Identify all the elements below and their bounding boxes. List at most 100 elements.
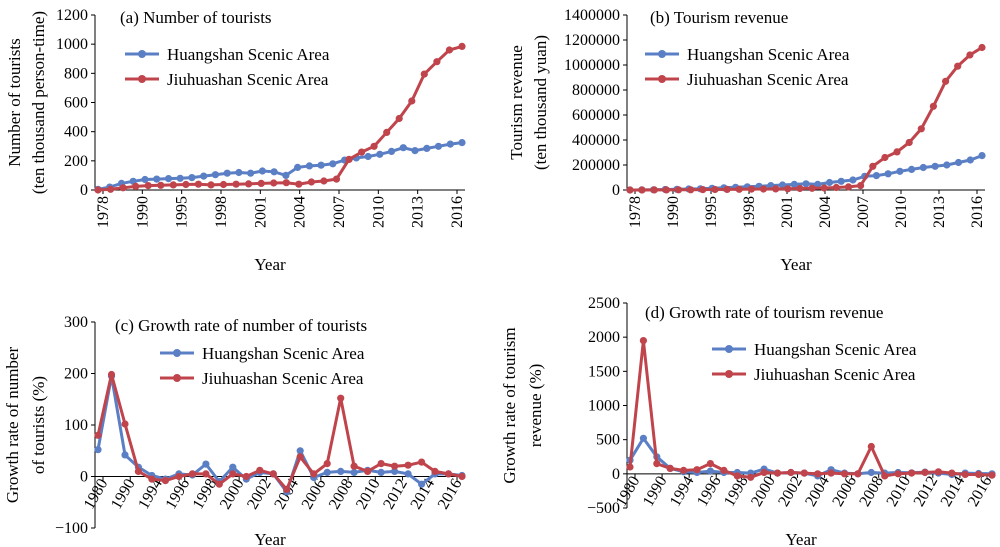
- data-point: [144, 182, 152, 190]
- data-point: [345, 155, 353, 163]
- data-point: [840, 470, 849, 478]
- data-point: [966, 156, 974, 164]
- data-point: [296, 453, 304, 461]
- data-point: [837, 177, 845, 185]
- data-point: [961, 470, 969, 479]
- data-point: [814, 180, 822, 188]
- data-point: [215, 480, 223, 488]
- data-point: [383, 128, 391, 136]
- data-point: [653, 460, 661, 468]
- y-axis-label: revenue (%): [526, 364, 545, 448]
- legend-marker: [725, 345, 733, 353]
- x-tick-label: 2016: [435, 476, 466, 512]
- x-tick-label: 2007: [331, 196, 348, 228]
- legend-label: Huangshan Scenic Area: [754, 340, 917, 359]
- data-point: [107, 185, 115, 193]
- data-point: [148, 475, 156, 483]
- data-point: [706, 460, 715, 468]
- data-point: [377, 460, 385, 468]
- series-line-jiuhuashan: [96, 374, 463, 493]
- x-tick-label: 2010: [893, 196, 910, 228]
- data-point: [802, 180, 810, 188]
- y-axis-label: (ten thousand person-time): [29, 11, 48, 194]
- y-tick-label: 200: [64, 153, 88, 170]
- data-point: [446, 140, 454, 148]
- data-point: [294, 163, 302, 171]
- data-point: [639, 337, 648, 345]
- series-line-jiuhuashan: [628, 340, 993, 479]
- data-point: [332, 175, 341, 183]
- data-point: [825, 178, 834, 187]
- data-point: [270, 168, 278, 176]
- legend-marker: [725, 370, 733, 378]
- y-tick-label: 0: [80, 469, 88, 486]
- data-point: [307, 178, 315, 186]
- data-point: [867, 468, 875, 477]
- data-point: [954, 158, 963, 167]
- data-point: [808, 184, 816, 192]
- x-tick-label: 2010: [884, 473, 915, 509]
- data-point: [988, 471, 996, 479]
- data-point: [458, 472, 466, 481]
- data-point: [908, 469, 916, 477]
- x-tick-label: 1990: [134, 196, 151, 228]
- data-point: [364, 152, 372, 161]
- chart-panel-3: −100010020030019801990199419961998200020…: [3, 314, 466, 547]
- data-point: [323, 468, 331, 476]
- data-point: [869, 162, 877, 170]
- data-point: [176, 174, 184, 182]
- data-point: [188, 470, 196, 478]
- x-tick-label: 2016: [965, 473, 996, 509]
- y-tick-label: 800000: [572, 82, 620, 99]
- data-point: [814, 470, 822, 478]
- x-tick-label: 2001: [252, 196, 269, 228]
- data-point: [269, 470, 277, 478]
- y-axis-label: (ten thousand yuan): [531, 35, 550, 170]
- data-point: [391, 467, 399, 475]
- data-point: [431, 467, 439, 475]
- data-point: [711, 185, 719, 194]
- chart-panel-4: −500050010001500200025001980199019941996…: [500, 295, 996, 547]
- data-point: [295, 180, 303, 188]
- data-point: [245, 180, 253, 188]
- data-point: [827, 469, 835, 477]
- data-point: [675, 186, 683, 194]
- data-point: [411, 147, 419, 155]
- data-point: [706, 467, 715, 475]
- data-point: [418, 458, 426, 466]
- data-point: [693, 466, 701, 474]
- y-tick-label: −100: [55, 520, 88, 537]
- y-axis-label: of tourists (%): [29, 376, 48, 474]
- data-point: [942, 77, 950, 85]
- data-point: [800, 469, 808, 477]
- data-point: [182, 180, 190, 189]
- data-point: [832, 183, 840, 192]
- data-point: [202, 460, 210, 468]
- data-point: [735, 185, 743, 193]
- data-point: [759, 185, 768, 193]
- legend-label: Jiuhuashan Scenic Area: [687, 70, 849, 89]
- data-point: [270, 179, 278, 187]
- y-tick-label: 2500: [588, 295, 620, 312]
- y-axis-label: Growth rate of number: [3, 347, 22, 504]
- x-axis-label: Year: [780, 255, 812, 274]
- data-point: [258, 167, 266, 175]
- data-point: [867, 442, 875, 451]
- data-point: [917, 125, 925, 133]
- data-point: [445, 46, 453, 54]
- y-tick-label: 500: [596, 432, 620, 449]
- data-point: [881, 472, 889, 480]
- data-point: [626, 186, 634, 194]
- data-point: [188, 174, 196, 182]
- data-point: [639, 434, 648, 442]
- y-tick-label: 1400000: [564, 7, 620, 24]
- data-point: [931, 162, 939, 170]
- y-tick-label: 200: [64, 366, 88, 383]
- data-point: [796, 184, 804, 193]
- legend-marker: [658, 75, 666, 83]
- data-point: [350, 468, 358, 476]
- x-tick-label: 2006: [829, 473, 860, 509]
- x-tick-label: 1978: [95, 196, 112, 228]
- data-point: [666, 464, 674, 472]
- data-point: [164, 175, 173, 183]
